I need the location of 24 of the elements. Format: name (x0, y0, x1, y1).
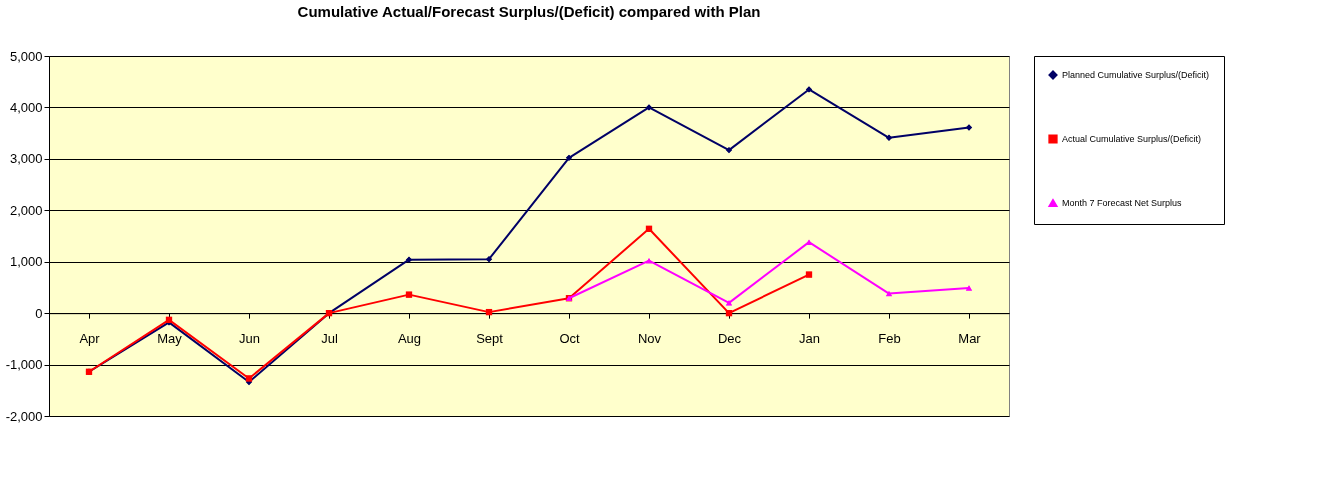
x-tick-label: Feb (878, 330, 901, 346)
legend-label: Planned Cumulative Surplus/(Deficit) (1062, 70, 1210, 80)
x-tick-label: Jun (239, 330, 260, 346)
x-tick-label: May (157, 330, 183, 346)
legend-label: Month 7 Forecast Net Surplus (1062, 198, 1183, 208)
x-tick-label: Jan (799, 330, 820, 346)
x-tick-label: Jul (321, 330, 338, 346)
y-tick-label: 2,000 (9, 202, 43, 218)
x-tick-label: Apr (79, 330, 101, 346)
x-tick-label: Dec (717, 330, 742, 346)
y-tick-label: 4,000 (9, 99, 43, 115)
y-tick-label: -2,000 (5, 408, 43, 424)
y-tick-label: 0 (35, 305, 43, 321)
x-tick-label: Aug (397, 330, 422, 346)
legend-label: Actual Cumulative Surplus/(Deficit) (1062, 134, 1202, 144)
x-tick-label: Nov (637, 330, 662, 346)
y-tick-label: 1,000 (9, 254, 43, 270)
x-tick-label: Oct (559, 330, 580, 346)
x-tick-label: Mar (958, 330, 982, 346)
y-tick-label: 3,000 (9, 151, 43, 167)
x-tick-label: Sept (476, 330, 504, 346)
y-tick-label: 5,000 (9, 48, 43, 64)
y-tick-label: -1,000 (5, 357, 43, 373)
chart-title: Cumulative Actual/Forecast Surplus/(Deficit) compared with Plan (297, 3, 761, 20)
